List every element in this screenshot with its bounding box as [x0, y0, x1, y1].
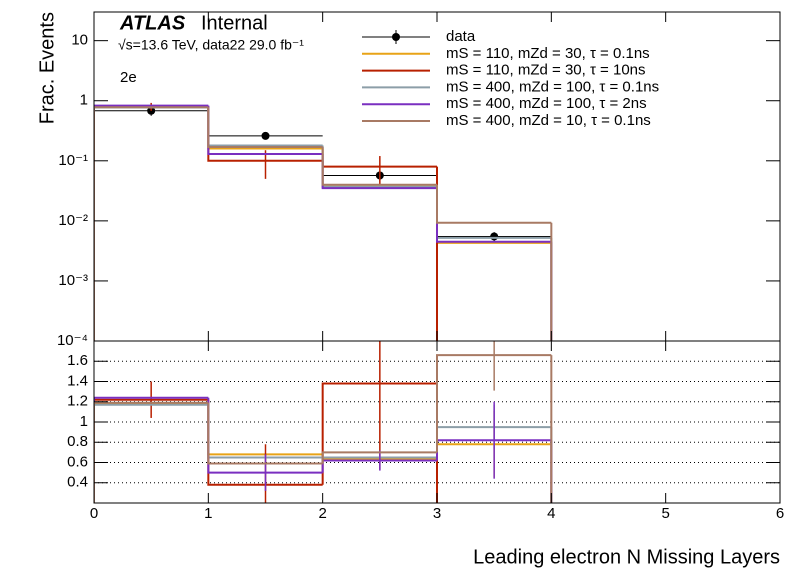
x-tick-label: 6	[776, 505, 784, 522]
histogram-bin	[94, 396, 209, 503]
x-tick-label: 5	[661, 505, 669, 522]
y-axis-label: Frac. Events	[36, 12, 58, 124]
y-tick-label: 10⁻⁴	[57, 332, 88, 349]
y-tick-label: 10⁻²	[58, 212, 88, 229]
y-tick-label: 0.4	[67, 474, 88, 491]
x-tick-label: 2	[318, 505, 326, 522]
x-tick-label: 3	[433, 505, 441, 522]
histogram-bin	[550, 222, 553, 341]
y-tick-label: 1.4	[67, 372, 88, 389]
histogram-bin	[321, 146, 437, 186]
legend-label: mS = 400, mZd = 100, τ = 0.1ns	[446, 78, 659, 95]
x-tick-label: 1	[204, 505, 212, 522]
legend-label: mS = 110, mZd = 30, τ = 0.1ns	[446, 45, 650, 62]
atlas-label: ATLAS	[119, 12, 186, 34]
data-point	[261, 131, 270, 140]
legend-swatch	[392, 33, 400, 41]
x-tick-label: 0	[90, 505, 98, 522]
histogram-bin	[94, 402, 209, 503]
histogram-bin	[94, 403, 209, 503]
x-tick-label: 4	[547, 505, 555, 522]
y-tick-label: 10⁻¹	[58, 152, 88, 169]
histogram-bin	[321, 382, 437, 485]
legend-label: data	[446, 28, 476, 45]
histogram-bin	[321, 451, 437, 464]
histogram-bin	[550, 355, 553, 503]
top-plot	[94, 102, 553, 341]
y-tick-label: 1.2	[67, 393, 88, 410]
histogram-bin	[207, 402, 323, 465]
y-tick-label: 1.6	[67, 352, 88, 369]
y-tick-label: 1	[80, 92, 88, 109]
energy-label: √s=13.6 TeV, data22 29.0 fb⁻¹	[118, 37, 304, 53]
legend-label: mS = 400, mZd = 100, τ = 2ns	[446, 95, 647, 112]
legend-label: mS = 400, mZd = 10, τ = 0.1ns	[446, 112, 651, 129]
y-tick-label: 0.6	[67, 453, 88, 470]
ratio-frame	[93, 340, 781, 504]
internal-label: Internal	[201, 12, 268, 34]
y-tick-label: 0.8	[67, 433, 88, 450]
ratio-plot	[94, 341, 780, 503]
y-tick-label: 10⁻³	[58, 272, 88, 289]
legend-label: mS = 110, mZd = 30, τ = 10ns	[446, 62, 646, 79]
x-axis-label: Leading electron N Missing Layers	[473, 546, 780, 568]
histogram-bin	[207, 107, 323, 148]
channel-label: 2e	[120, 69, 137, 86]
histogram-bin	[94, 106, 209, 341]
histogram-bin	[94, 401, 209, 503]
y-tick-label: 1	[80, 413, 88, 430]
data-point	[490, 232, 499, 241]
histogram-bin	[436, 354, 552, 453]
histogram-bin	[436, 184, 552, 224]
histogram-bin	[94, 398, 209, 503]
histogram-bin	[94, 104, 209, 341]
y-tick-label: 10	[71, 32, 88, 49]
